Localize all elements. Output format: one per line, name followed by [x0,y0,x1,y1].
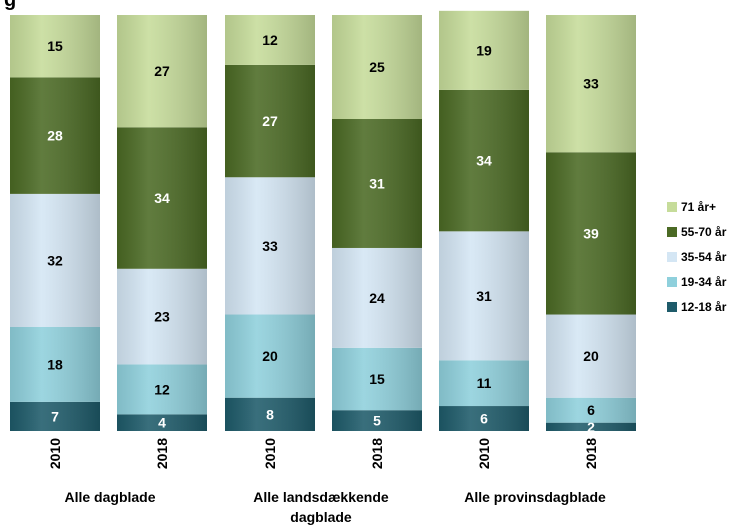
bar-segment-shade [225,177,315,315]
legend-swatch [667,252,677,262]
bar-segment-shade [117,414,207,431]
bar-segment-shade [332,347,422,411]
x-tick-label: 2018 [154,438,170,469]
data-label: 31 [476,288,492,304]
bar-segment-shade [546,15,636,153]
bar-stack: 4 12 23 34 27 [117,15,207,431]
data-label: 20 [262,348,278,364]
bar-segment-shade [546,152,636,315]
bar-segment-shade [332,247,422,348]
bar-stack: 8 20 33 27 12 [225,15,315,431]
legend-label: 12-18 år [681,300,727,314]
bar-segment-shade [10,77,100,194]
group-label: dagblade [290,509,352,525]
legend-swatch [667,277,677,287]
bar-stack: 26 20 39 33 [546,15,636,435]
x-tick-label: 2018 [583,438,599,469]
bar-segment-shade [439,406,529,431]
legend-swatch [667,302,677,312]
bar-segment-shade [10,327,100,402]
bar-segment-shade [225,314,315,398]
data-label: 4 [158,415,166,431]
legend-label: 19-34 år [681,275,727,289]
bar-segment-shade [10,15,100,78]
data-label: 6 [587,402,595,418]
data-label: 2 [587,419,595,435]
group-labels: Alle dagblade Alle landsdækkende dagblade A… [64,489,606,525]
x-tick-label: 2010 [262,438,278,469]
bar-segment-shade [439,10,529,90]
bar-segment-shade [332,410,422,431]
x-tick-label: 2010 [47,438,63,469]
bar-segment-shade [546,422,636,431]
bar-segment-shade [117,364,207,415]
data-label: 34 [476,153,492,169]
data-label: 39 [583,225,599,241]
bar-stack: 5 15 24 31 25 [332,15,422,431]
data-label: 5 [373,413,381,429]
data-label: 15 [47,38,63,54]
data-label: 20 [583,348,599,364]
data-label: 27 [262,113,278,129]
data-label: 6 [480,411,488,427]
bar-segment-shade [117,268,207,365]
chart-title-fragment: g [4,0,16,11]
bar-segment-shade [225,15,315,65]
bar-segment-shade [10,193,100,327]
group-label: Alle landsdækkende [253,489,389,505]
data-label: 12 [262,32,278,48]
data-label: 28 [47,128,63,144]
bar-segment-shade [225,64,315,178]
bar-stack: 6 11 31 34 19 [439,10,529,431]
legend: 71 år+ 55-70 år 35-54 år 19-34 år 12-18 år [667,200,727,314]
bar-segment-shade [117,127,207,269]
data-label: 27 [154,63,170,79]
data-label: 11 [477,375,492,391]
bars-layer: 7 18 32 28 15 4 12 23 34 27 8 20 33 27 12 5 15 24 31 25 6 11 3… [10,10,636,435]
bar-segment-shade [332,119,422,248]
data-label: 25 [369,59,385,75]
bar-segment-shade [10,401,100,431]
bar-segment-shade [117,15,207,128]
legend-label: 55-70 år [681,225,727,239]
data-label: 31 [369,175,385,191]
bar-segment-shade [439,89,529,232]
data-label: 24 [369,290,385,306]
data-label: 8 [266,406,274,422]
x-tick-label: 2018 [369,438,385,469]
data-label: 15 [369,371,385,387]
group-label: Alle dagblade [64,489,155,505]
x-tick-labels: 2010 2018 2010 2018 2010 2018 [47,438,599,469]
legend-swatch [667,202,677,212]
data-label: 33 [262,238,278,254]
data-label: 7 [51,408,59,424]
legend-label: 71 år+ [681,200,716,214]
bar-segment-shade [225,397,315,431]
legend-swatch [667,227,677,237]
bar-segment-shade [546,314,636,398]
data-label: 32 [47,252,63,268]
data-label: 34 [154,190,170,206]
bar-segment-shade [546,397,636,423]
data-label: 23 [154,309,170,325]
bar-segment-shade [332,15,422,119]
legend-label: 35-54 år [681,250,727,264]
data-label: 33 [583,76,599,92]
group-label: Alle provinsdagblade [464,489,606,505]
x-tick-label: 2010 [476,438,492,469]
bar-segment-shade [439,231,529,361]
data-label: 18 [47,356,63,372]
bar-segment-shade [439,360,529,407]
bar-stack: 7 18 32 28 15 [10,15,100,431]
data-label: 12 [154,381,170,397]
data-label: 19 [476,42,492,58]
